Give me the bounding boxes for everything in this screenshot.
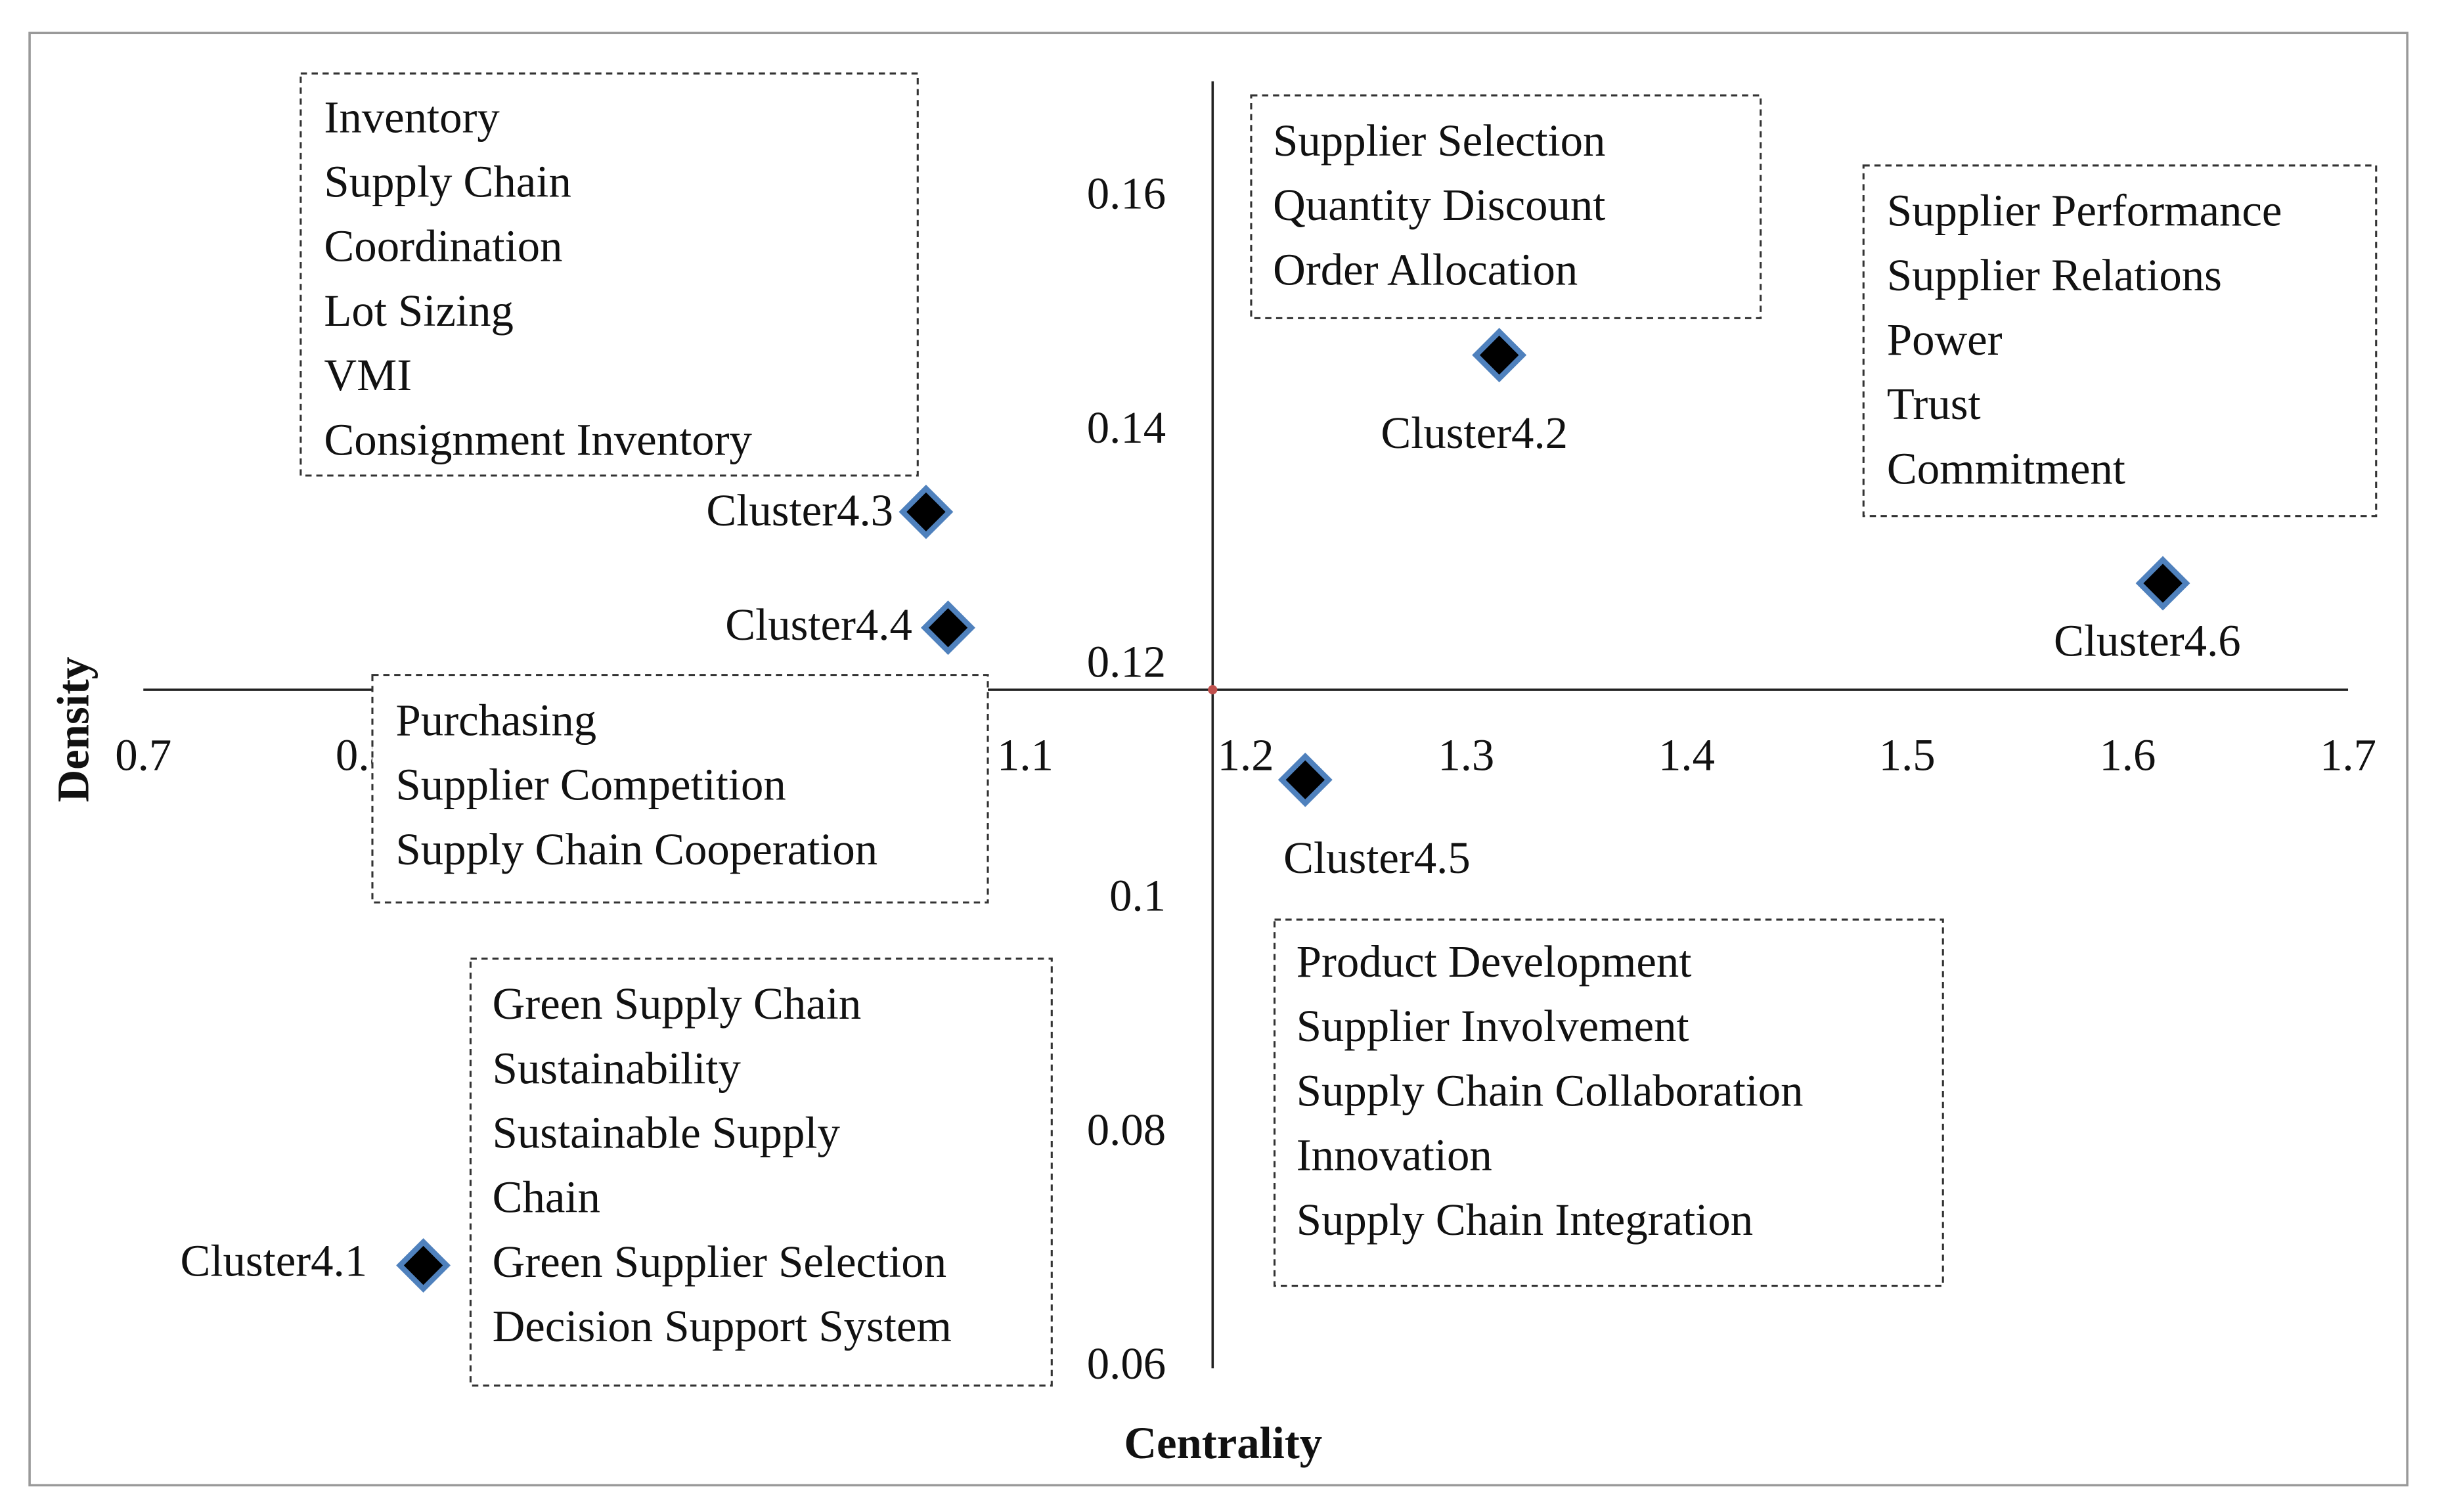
point-label: Cluster4.2 <box>1381 408 1568 458</box>
annotation-text: Supplier Performance <box>1887 186 2282 236</box>
x-tick-label: 1.3 <box>1438 730 1494 780</box>
annotation-text: Trust <box>1887 379 1981 429</box>
x-tick-label: 1.5 <box>1879 730 1936 780</box>
annotation-text: Supply Chain Integration <box>1297 1195 1753 1245</box>
y-tick-label: 0.1 <box>1109 871 1166 921</box>
annotation-text: Inventory <box>324 92 500 142</box>
point <box>396 1238 451 1293</box>
annotation-box <box>299 72 919 477</box>
x-axis-title: Centrality <box>1124 1418 1322 1468</box>
annotation-text: Quantity Discount <box>1273 180 1605 230</box>
annotation-text: Power <box>1887 315 2003 365</box>
point <box>898 484 954 539</box>
y-tick-label: 0.12 <box>1087 636 1166 686</box>
y-axis-title: Density <box>48 657 98 803</box>
annotation-text: Consignment Inventory <box>324 414 752 464</box>
annotation-box <box>1273 918 1944 1287</box>
annotation-text: Supplier Competition <box>396 760 786 810</box>
axis-origin <box>1208 684 1218 695</box>
y-tick-label: 0.06 <box>1087 1339 1166 1389</box>
annotation-text: Coordination <box>324 221 562 271</box>
annotation-box <box>371 674 989 904</box>
point-label: Cluster4.5 <box>1283 833 1471 883</box>
x-tick-label: 1.2 <box>1218 730 1274 780</box>
annotation-text: Supply Chain Cooperation <box>396 824 878 874</box>
x-tick-label: 0.7 <box>115 730 171 780</box>
point <box>1277 752 1333 807</box>
annotation-text: Supplier Relations <box>1887 250 2222 300</box>
x-tick-label: 1.6 <box>2099 730 2156 780</box>
annotation-text: Chain <box>493 1172 600 1222</box>
point-label: Cluster4.3 <box>706 485 893 535</box>
x-tick-label: 1.1 <box>997 730 1054 780</box>
annotation-text: Decision Support System <box>493 1301 952 1351</box>
annotation-box <box>1250 94 1762 319</box>
annotation-text: Innovation <box>1297 1130 1492 1180</box>
annotation-text: Purchasing <box>396 695 597 745</box>
annotation-text: Supplier Selection <box>1273 116 1605 166</box>
y-tick-label: 0.14 <box>1087 403 1166 453</box>
annotation-text: Supplier Involvement <box>1297 1001 1689 1051</box>
point <box>1472 328 1527 383</box>
annotation-text: Sustainability <box>493 1043 742 1093</box>
annotation-text: Green Supply Chain <box>493 979 862 1029</box>
annotation-box <box>469 957 1053 1387</box>
annotation-text: Sustainable Supply <box>493 1108 841 1158</box>
annotation-text: Lot Sizing <box>324 286 514 336</box>
annotation-text: VMI <box>324 350 412 400</box>
y-tick-label: 0.16 <box>1087 169 1166 219</box>
annotation-text: Product Development <box>1297 937 1692 987</box>
annotation-text: Commitment <box>1887 443 2125 493</box>
point-label: Cluster4.6 <box>2054 616 2241 666</box>
x-tick-label: 1.7 <box>2320 730 2376 780</box>
point <box>2135 556 2190 611</box>
x-tick-label: 1.4 <box>1658 730 1715 780</box>
annotation-text: Supply Chain Collaboration <box>1297 1065 1804 1115</box>
point-label: Cluster4.4 <box>725 600 912 650</box>
annotation-box <box>1862 164 2378 518</box>
point-label: Cluster4.1 <box>180 1235 367 1285</box>
point <box>921 600 975 656</box>
y-tick-label: 0.08 <box>1087 1105 1166 1155</box>
annotation-text: Order Allocation <box>1273 244 1578 294</box>
annotation-text: Supply Chain <box>324 156 571 206</box>
annotation-text: Green Supplier Selection <box>493 1237 946 1287</box>
